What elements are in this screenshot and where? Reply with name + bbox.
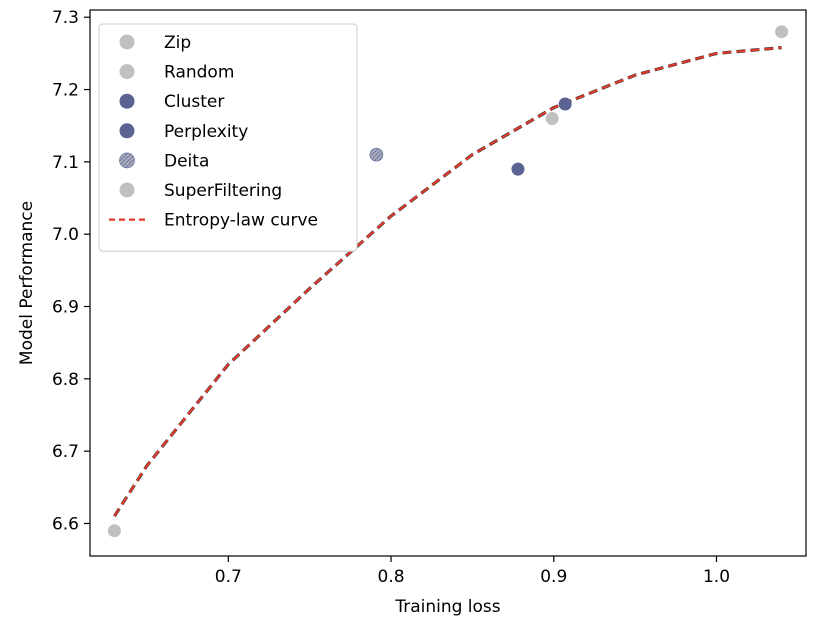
legend-marker-zip (119, 34, 135, 50)
y-tick-label: 7.1 (52, 153, 79, 173)
y-tick-label: 6.6 (52, 514, 79, 534)
legend-marker-superfiltering (119, 182, 135, 198)
y-tick-label: 7.0 (52, 225, 79, 245)
x-axis-title: Training loss (394, 597, 500, 617)
legend-marker-perplexity (119, 123, 135, 139)
legend-label-superfiltering: SuperFiltering (164, 181, 282, 201)
x-tick-label: 1.0 (703, 567, 730, 587)
y-tick-label: 6.8 (52, 370, 79, 390)
point-random (545, 111, 559, 125)
x-tick-label: 0.9 (540, 567, 567, 587)
point-zip (775, 25, 789, 39)
point-superfiltering (107, 524, 121, 538)
legend-marker-random (119, 64, 135, 80)
legend-label-deita: Deita (164, 151, 209, 171)
y-tick-label: 7.3 (52, 8, 79, 28)
point-deita (369, 147, 384, 162)
plot-frame (89, 9, 807, 557)
legend-label-zip: Zip (164, 33, 191, 53)
y-tick-label: 7.2 (52, 81, 79, 101)
y-axis: 6.6 6.7 6.8 6.9 7.0 7.1 7.2 7.3 (52, 8, 90, 534)
legend: Zip Random Cluster Perplexity Deita SuperFilt… (98, 23, 358, 252)
legend-marker-cluster (119, 93, 135, 109)
legend-label-cluster: Cluster (164, 92, 224, 112)
legend-marker-deita (119, 152, 135, 169)
legend-label-entropy-law-curve: Entropy-law curve (164, 211, 318, 231)
legend-label-perplexity: Perplexity (164, 122, 248, 142)
y-axis-title: Model Performance (17, 201, 37, 365)
legend-label-random: Random (164, 63, 234, 83)
entropy-law-curve (113, 46, 782, 517)
x-tick-label: 0.7 (215, 567, 242, 587)
point-cluster (511, 162, 525, 176)
point-perplexity (558, 97, 572, 111)
points-layer (107, 25, 789, 538)
x-axis: 0.7 0.8 0.9 1.0 (215, 556, 730, 587)
y-tick-label: 6.9 (52, 298, 79, 318)
curve-layer (113, 46, 782, 518)
y-tick-label: 6.7 (52, 442, 79, 462)
x-tick-label: 0.8 (378, 567, 405, 587)
legend-frame (98, 23, 358, 252)
